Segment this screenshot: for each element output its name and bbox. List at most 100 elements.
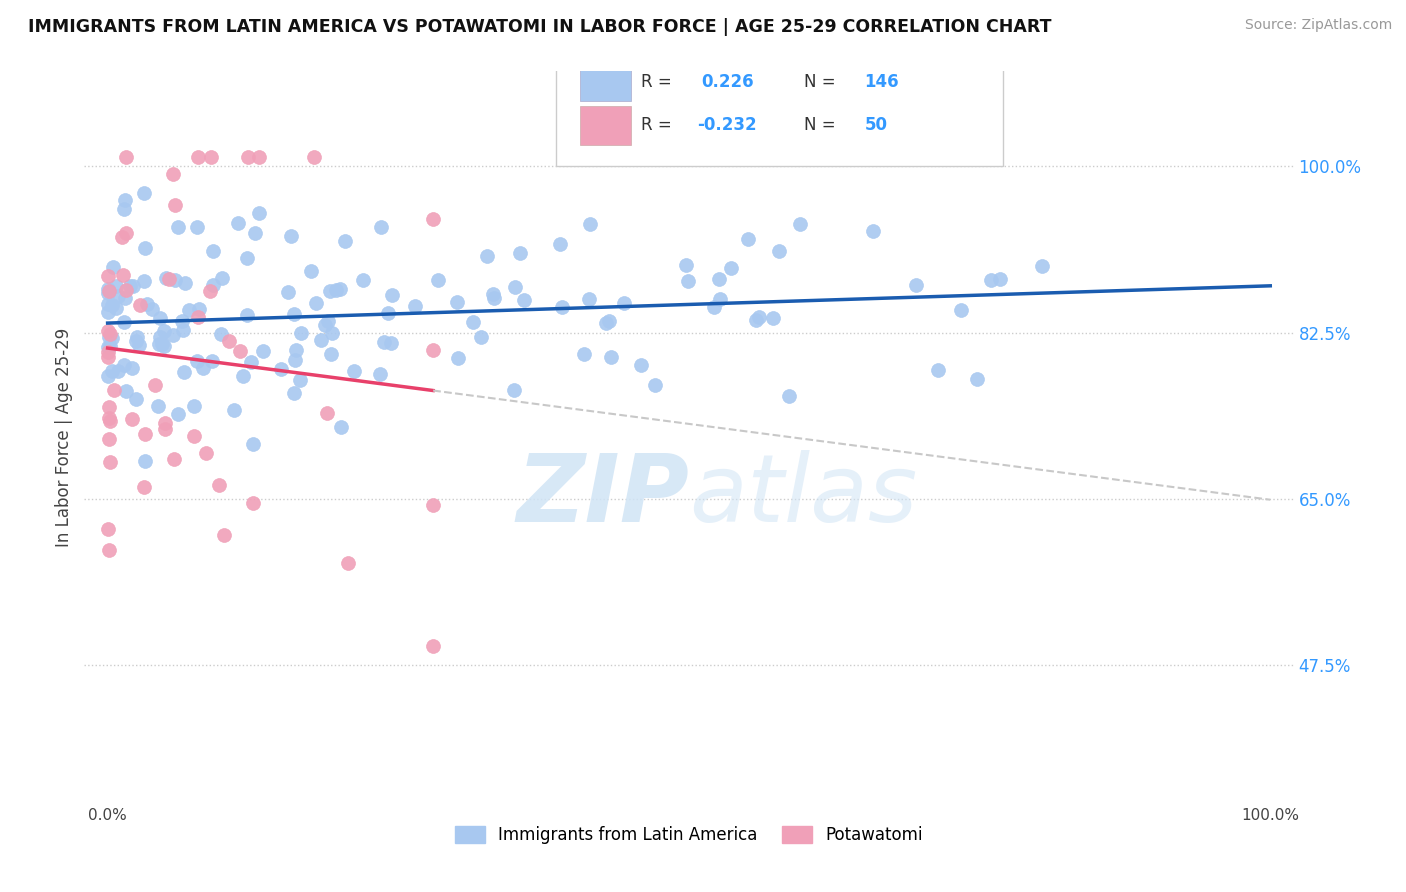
Point [513, 293, 536, 307]
Point [209, 326, 232, 341]
Point [149, 330, 172, 344]
Point [114, 291, 136, 305]
Point [125, 330, 148, 344]
Point [105, 301, 128, 315]
Point [107, 364, 129, 378]
Point [103, 383, 125, 397]
Point [280, 228, 302, 243]
Point [422, 211, 444, 226]
Point [599, 351, 621, 365]
Point [200, 150, 222, 164]
Point [709, 292, 731, 306]
Point [186, 353, 208, 368]
Point [125, 334, 148, 349]
Point [118, 279, 141, 293]
Point [98, 326, 121, 341]
Point [229, 343, 252, 358]
Point [98, 411, 121, 425]
Point [167, 407, 190, 421]
Point [162, 327, 184, 342]
Point [288, 373, 311, 387]
Point [97, 297, 120, 311]
Point [162, 167, 184, 181]
Point [319, 284, 342, 298]
Point [240, 355, 263, 369]
Point [107, 288, 129, 302]
Point [333, 234, 356, 248]
Point [475, 249, 498, 263]
Point [745, 313, 768, 327]
Point [153, 324, 176, 338]
Point [115, 384, 138, 398]
Point [148, 310, 170, 325]
Point [136, 297, 159, 311]
Point [249, 150, 271, 164]
Point [97, 351, 120, 365]
Point [153, 339, 176, 353]
Point [368, 367, 391, 381]
Point [352, 273, 374, 287]
Point [97, 368, 120, 383]
Point [238, 150, 260, 164]
Point [748, 310, 770, 324]
Point [167, 219, 190, 234]
Point [285, 343, 308, 358]
Point [290, 326, 312, 340]
Point [1031, 259, 1053, 273]
Point [482, 287, 505, 301]
Text: 0.226: 0.226 [702, 72, 754, 91]
Point [676, 274, 699, 288]
Point [141, 301, 163, 316]
Point [422, 640, 444, 654]
Point [505, 280, 527, 294]
Point [283, 386, 305, 401]
Text: -0.232: -0.232 [697, 117, 756, 135]
Point [183, 429, 205, 443]
Point [121, 412, 143, 426]
Point [150, 337, 173, 351]
Point [163, 451, 186, 466]
Point [247, 205, 270, 219]
Point [283, 307, 305, 321]
Point [201, 278, 224, 293]
Point [143, 378, 166, 392]
Point [173, 365, 195, 379]
Point [768, 244, 790, 258]
Point [373, 334, 395, 349]
Point [187, 150, 209, 164]
Point [128, 338, 150, 352]
Point [134, 454, 156, 468]
Point [574, 347, 596, 361]
Point [381, 287, 404, 301]
Point [370, 220, 392, 235]
Point [598, 314, 620, 328]
Point [316, 314, 339, 328]
Point [174, 277, 197, 291]
Point [194, 446, 217, 460]
Point [98, 339, 121, 353]
Point [927, 363, 949, 377]
Point [277, 285, 299, 300]
Point [112, 359, 135, 373]
Point [329, 419, 352, 434]
Point [112, 202, 135, 216]
Point [218, 334, 240, 348]
FancyBboxPatch shape [555, 42, 1004, 167]
Point [461, 314, 484, 328]
Point [97, 286, 120, 301]
Point [329, 282, 352, 296]
Point [980, 273, 1002, 287]
Point [114, 193, 136, 207]
Point [100, 364, 122, 378]
Point [762, 311, 785, 326]
Point [115, 283, 138, 297]
Point [988, 271, 1011, 285]
Point [703, 301, 725, 315]
Point [187, 310, 209, 324]
Point [862, 224, 884, 238]
Point [904, 278, 927, 293]
Point [321, 326, 343, 340]
Point [422, 343, 444, 358]
Point [201, 353, 224, 368]
Point [100, 414, 122, 428]
